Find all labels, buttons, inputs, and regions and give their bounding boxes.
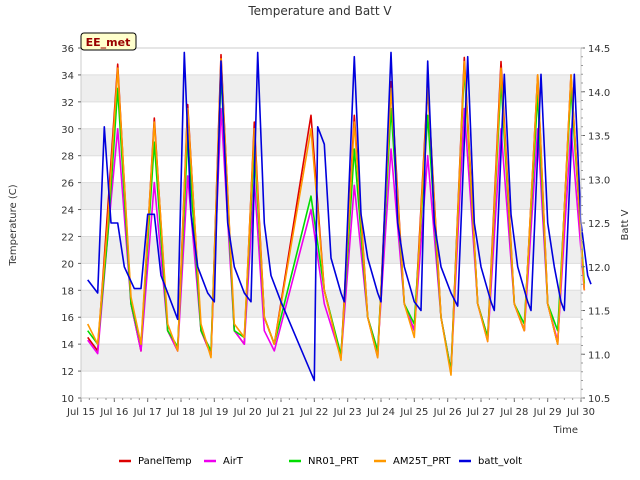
y2-tick-label: 13.5 [588,132,610,143]
y-tick-label: 32 [61,98,74,109]
chart-title: Temperature and Batt V [247,4,392,18]
x-tick-label: Jul 17 [133,407,162,418]
left-axis: 10 12 14 16 18 20 22 24 26 28 30 32 34 36 [61,44,81,405]
x-tick-label: Jul 20 [233,407,262,418]
y-tick-label: 12 [61,367,74,378]
legend-label-paneltemp: PanelTemp [138,456,192,467]
x-tick-label: Jul 30 [566,407,595,418]
legend-label-batt_volt: batt_volt [478,456,522,467]
legend-label-am25t_prt: AM25T_PRT [393,456,452,467]
x-axis: Jul 15 Jul 16 Jul 17 Jul 18 Jul 19 Jul 20 Jul … [66,398,595,418]
badge-box [80,32,137,51]
badge-text: EE_met [86,36,131,49]
x-axis-label: Time [553,425,578,436]
y-tick-label: 10 [61,394,74,405]
legend-label-airt: AirT [223,456,244,467]
y-tick-label: 30 [61,125,74,136]
x-tick-label: Jul 27 [466,407,495,418]
y-tick-label: 18 [61,286,74,297]
series-line-am25t_prt [86,57,586,376]
series-layer [86,51,592,382]
y2-axis-label: Batt V [620,209,631,240]
y-axis-label: Temperature (C) [8,184,19,266]
y-tick-label: 24 [61,206,74,217]
series-line-batt_volt [87,51,592,382]
legend-label-nr01_prt: NR01_PRT [308,456,359,467]
x-tick-label: Jul 16 [99,407,128,418]
y2-tick-label: 14.0 [588,88,610,99]
y2-tick-label: 10.5 [588,394,610,405]
y-tick-label: 36 [61,44,74,55]
y-tick-label: 34 [61,71,74,82]
x-tick-label: Jul 29 [533,407,562,418]
legend: PanelTemp AirT NR01_PRT AM25T_PRT batt_volt [119,456,522,467]
x-tick-label: Jul 25 [399,407,428,418]
y-tick-label: 14 [61,340,74,351]
x-tick-label: Jul 22 [299,407,328,418]
grid-band [81,74,581,102]
y2-tick-label: 12.5 [588,219,610,230]
y2-tick-label: 11.5 [588,307,610,318]
x-tick-label: Jul 21 [266,407,295,418]
grid-band [81,344,581,372]
x-tick-label: Jul 28 [499,407,528,418]
y-tick-label: 26 [61,179,74,190]
y-tick-label: 16 [61,313,74,324]
x-tick-label: Jul 15 [66,407,95,418]
y2-tick-label: 13.0 [588,175,610,186]
x-tick-label: Jul 19 [199,407,228,418]
x-tick-label: Jul 26 [433,407,462,418]
right-axis: 10.5 11.0 11.5 12.0 12.5 13.0 13.5 14.0 14.5 [581,44,610,405]
y-tick-label: 28 [61,152,74,163]
x-tick-label: Jul 24 [366,407,395,418]
y-tick-label: 22 [61,232,74,243]
x-tick-label: Jul 23 [333,407,362,418]
station-badge: EE_met [80,32,137,51]
y2-tick-label: 12.0 [588,263,610,274]
y2-tick-label: 11.0 [588,350,610,361]
y-tick-label: 20 [61,259,74,270]
y2-tick-label: 14.5 [588,44,610,55]
x-tick-label: Jul 18 [166,407,195,418]
